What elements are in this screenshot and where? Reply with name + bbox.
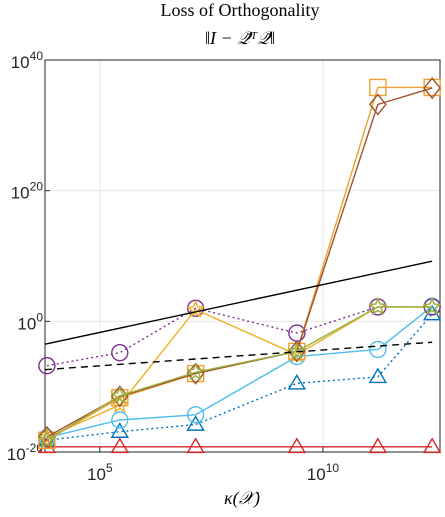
marker bbox=[38, 357, 56, 375]
x-tick-label: 105 bbox=[87, 461, 113, 484]
marker bbox=[368, 437, 388, 454]
marker bbox=[186, 362, 205, 381]
chart-subtitle: ‖I − 𝒬̄ᵀ𝒬̄‖ bbox=[205, 28, 275, 48]
x-tick-label-exponent: 5 bbox=[106, 461, 113, 475]
marker bbox=[287, 437, 307, 454]
y-tick-label-exponent: 0 bbox=[36, 311, 43, 325]
marker bbox=[37, 425, 56, 449]
series-line bbox=[46, 306, 433, 439]
marker bbox=[110, 395, 130, 413]
series-line bbox=[44, 341, 433, 371]
x-tick-label-base: 10 bbox=[307, 465, 326, 484]
marker bbox=[186, 437, 205, 454]
y-tick-label-exponent: 40 bbox=[30, 49, 44, 63]
marker bbox=[369, 340, 387, 359]
x-tick-label-exponent: 10 bbox=[326, 461, 340, 475]
marker bbox=[186, 406, 205, 424]
x-tick-label: 1010 bbox=[307, 461, 340, 484]
marker bbox=[368, 93, 387, 116]
series-line bbox=[46, 87, 433, 438]
plot-frame bbox=[44, 59, 441, 453]
series-line bbox=[44, 260, 433, 345]
marker bbox=[110, 437, 130, 454]
marker bbox=[423, 76, 442, 100]
series-line bbox=[46, 306, 433, 441]
series-line bbox=[46, 86, 433, 441]
y-tick-label-exponent: 20 bbox=[30, 180, 44, 194]
series-line bbox=[46, 305, 433, 439]
marker bbox=[186, 415, 205, 431]
marker bbox=[111, 343, 129, 362]
x-tick-label-base: 10 bbox=[87, 465, 106, 484]
marker bbox=[368, 297, 388, 315]
y-tick-label-base: 10 bbox=[7, 445, 26, 464]
marker bbox=[186, 299, 205, 318]
y-tick-label: 1040 bbox=[11, 49, 44, 72]
chart-title: Loss of Orthogonality bbox=[161, 0, 320, 20]
y-tick-label-base: 10 bbox=[17, 315, 36, 334]
marker bbox=[111, 411, 129, 429]
marker bbox=[368, 367, 388, 384]
marker bbox=[422, 297, 442, 315]
marker bbox=[422, 437, 442, 454]
series-line bbox=[46, 313, 433, 441]
marker bbox=[110, 385, 130, 404]
marker bbox=[287, 341, 307, 360]
marker bbox=[37, 430, 57, 449]
x-axis-label: κ(𝒳) bbox=[224, 488, 260, 509]
y-tick-label: 100 bbox=[17, 311, 43, 334]
y-tick-label-base: 10 bbox=[11, 184, 30, 203]
marker bbox=[287, 373, 307, 390]
y-tick-label: 1020 bbox=[11, 180, 44, 203]
y-tick-label-base: 10 bbox=[11, 53, 30, 72]
marker bbox=[110, 422, 130, 438]
